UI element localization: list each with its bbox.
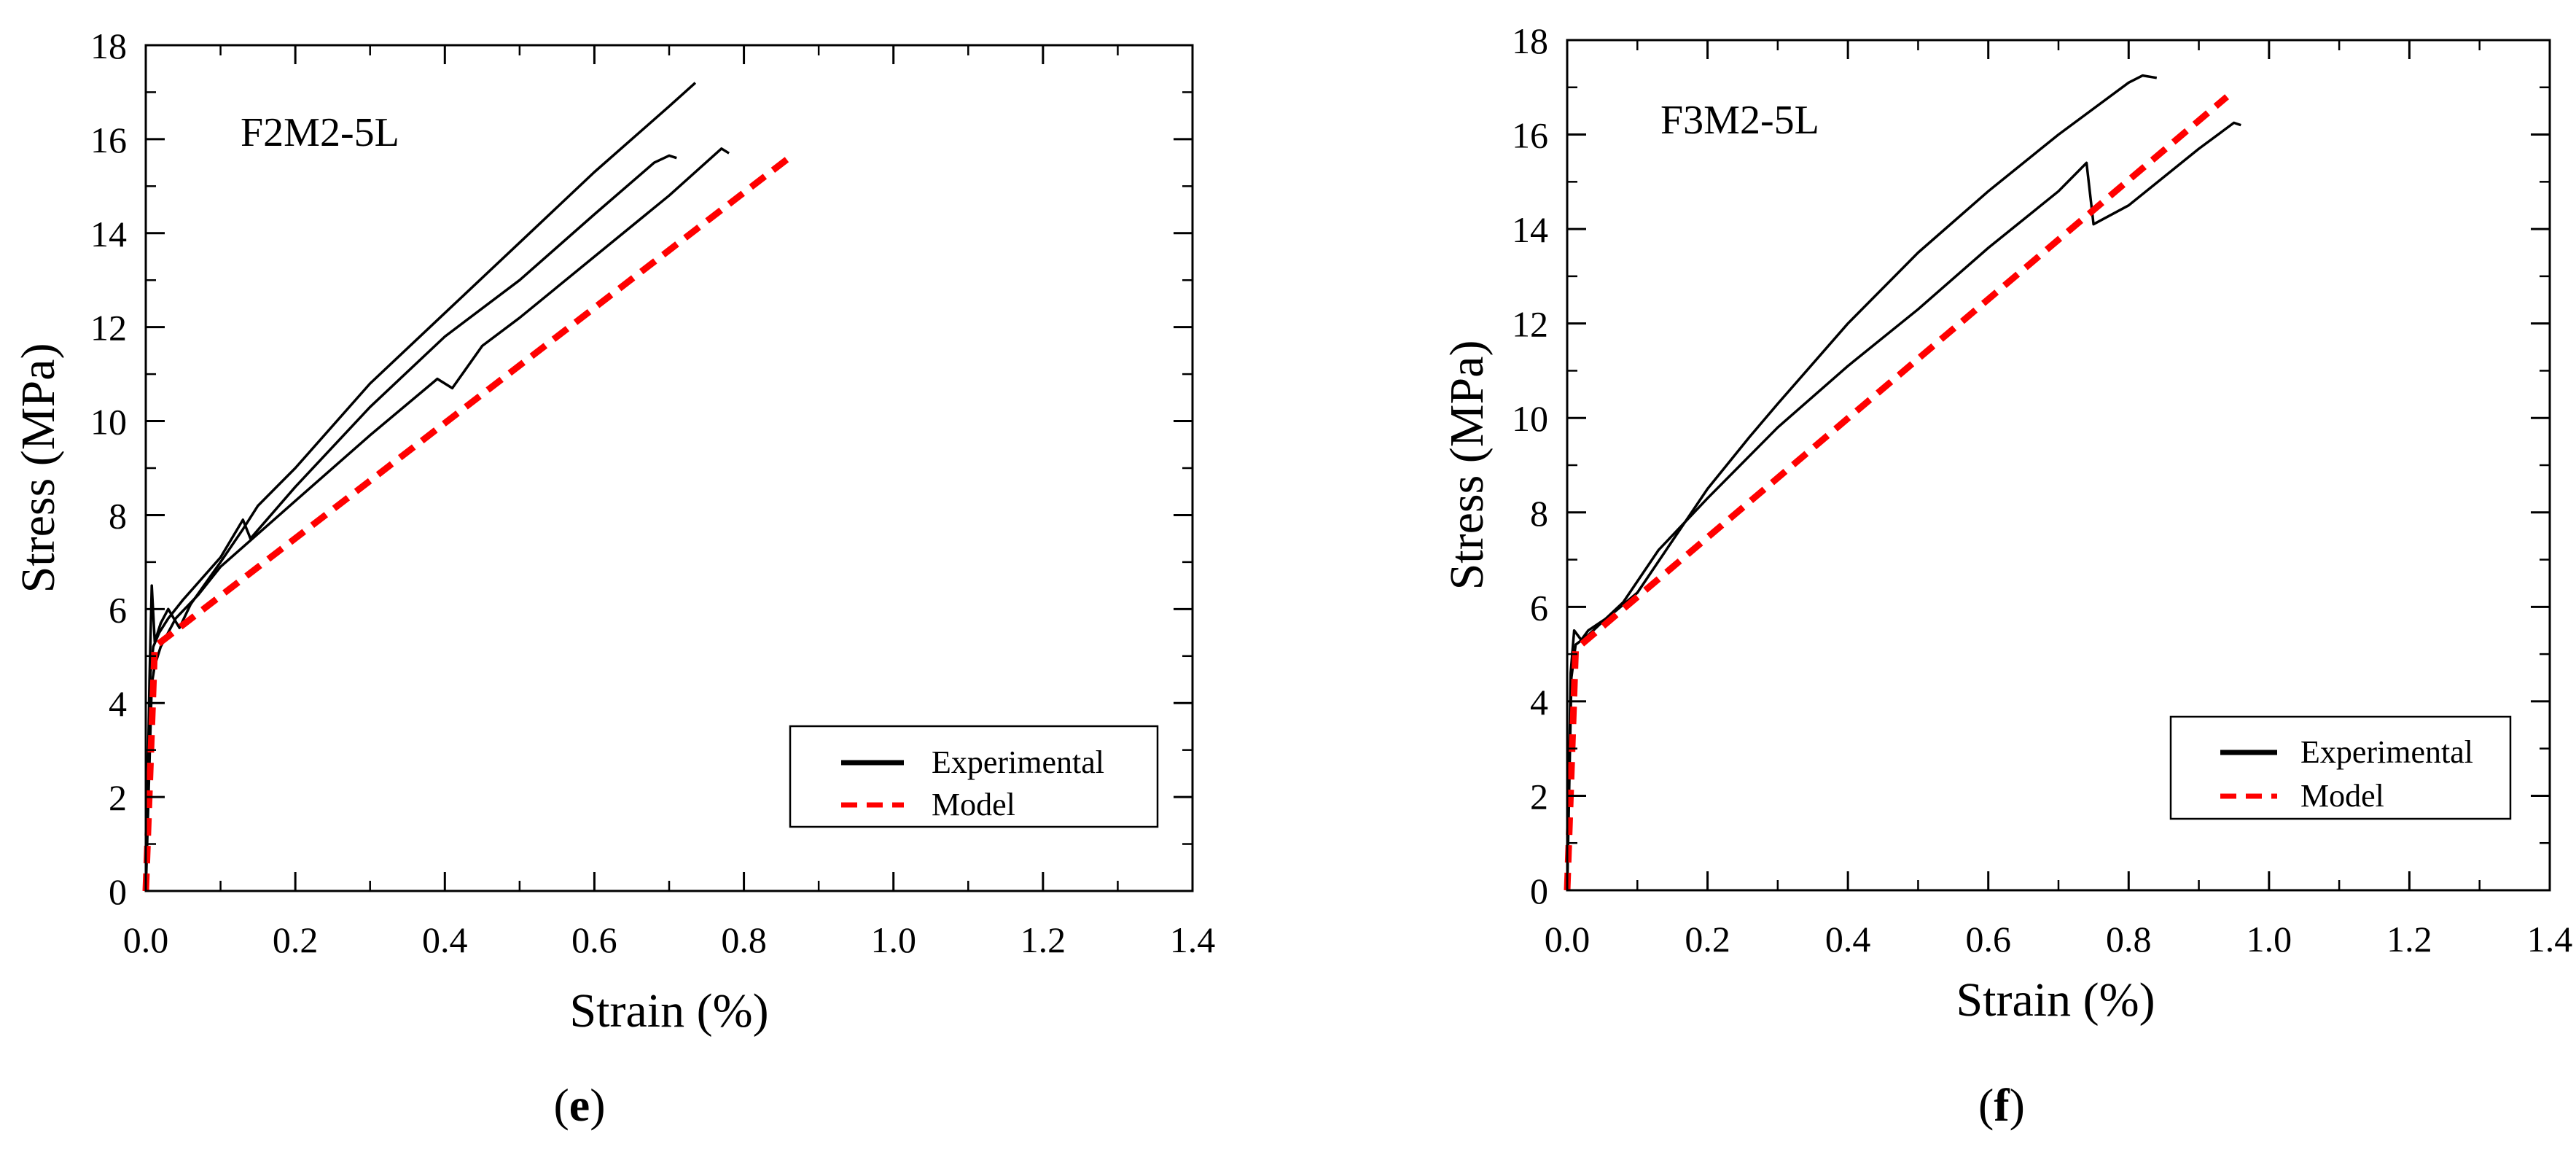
y-tick-label-f: 12 <box>1512 304 1548 345</box>
y-tick-label-f: 6 <box>1530 587 1548 628</box>
model-series-line-e-3 <box>142 155 791 892</box>
y-tick-label-e: 6 <box>109 589 127 630</box>
experimental-series-line-e-2 <box>144 147 730 892</box>
x-tick-label-e: 0.6 <box>571 919 617 960</box>
y-tick-label-f: 16 <box>1512 115 1548 156</box>
x-tick-label-f: 0.6 <box>1965 919 2011 960</box>
axes-e: 0.0 0.2 0.4 0.6 0.8 1.0 1.2 1.4 0 2 4 6 8 10 12 14 16 18 <box>90 26 1215 960</box>
chart-panel-f: 0.0 0.2 0.4 0.6 0.8 1.0 1.2 1.4024681012141618 … <box>1440 20 2572 1131</box>
x-tick-label-e: 1.0 <box>870 919 916 960</box>
x-tick-label-e: 1.4 <box>1170 919 1216 960</box>
y-tick-label-e: 14 <box>90 214 127 254</box>
y-tick-label-e: 18 <box>90 26 127 66</box>
legend-label-model-e: Model <box>932 787 1015 822</box>
y-tick-label-f: 18 <box>1512 20 1548 61</box>
plot-area-f <box>1564 74 2241 891</box>
y-tick-label-f: 2 <box>1530 776 1548 817</box>
panel-label-e: (e) <box>553 1079 605 1131</box>
x-tick-label-e: 1.2 <box>1020 919 1066 960</box>
chart-panel-e: 0.0 0.2 0.4 0.6 0.8 1.0 1.2 1.4024681012141618 … <box>12 26 1215 1131</box>
x-tick-label-e: 0.2 <box>273 919 319 960</box>
experimental-series-line-f-1 <box>1566 121 2241 891</box>
x-tick-label-f: 1.2 <box>2386 919 2432 960</box>
y-tick-label-e: 4 <box>109 683 127 724</box>
y-tick-label-f: 8 <box>1530 493 1548 534</box>
y-tick-label-f: 0 <box>1530 871 1548 911</box>
x-tick-label-f: 1.0 <box>2247 919 2292 960</box>
y-tick-label-e: 10 <box>90 402 127 443</box>
legend-label-experimental-f: Experimental <box>2300 734 2473 770</box>
x-tick-label-f: 1.4 <box>2527 919 2573 960</box>
legend-f: Experimental Model <box>2169 715 2512 820</box>
y-tick-label-f: 4 <box>1530 682 1548 723</box>
y-tick-label-e: 8 <box>109 495 127 536</box>
model-series-line-f-2 <box>1564 94 2230 891</box>
y-axis-title-f: Stress (MPa) <box>1440 340 1494 591</box>
legend-box-e <box>789 725 1159 828</box>
experimental-series-line-e-1 <box>144 154 677 892</box>
chart-title-f: F3M2-5L <box>1660 98 1819 143</box>
x-tick-label-f: 0.8 <box>2106 919 2152 960</box>
y-tick-label-e: 12 <box>90 308 127 349</box>
x-tick-label-e: 0.8 <box>721 919 767 960</box>
y-tick-label-e: 0 <box>109 871 127 912</box>
y-tick-label-e: 16 <box>90 120 127 160</box>
plot-area-e <box>142 82 791 892</box>
x-tick-label-f: 0.0 <box>1545 919 1591 960</box>
x-axis-title-f: Strain (%) <box>1956 973 2155 1027</box>
panel-label-f: (f) <box>1978 1079 2025 1131</box>
y-axis-title-e: Stress (MPa) <box>12 343 65 593</box>
chart-title-e: F2M2-5L <box>241 110 399 155</box>
legend-label-experimental-e: Experimental <box>932 744 1104 780</box>
legend-label-model-f: Model <box>2300 778 2384 814</box>
legend-box-f <box>2169 715 2512 820</box>
x-tick-label-f: 0.4 <box>1825 919 1871 960</box>
legend-e: Experimental Model <box>789 725 1159 828</box>
x-tick-label-e: 0.4 <box>422 919 468 960</box>
y-tick-label-f: 14 <box>1512 209 1548 250</box>
axes-f: 0.0 0.2 0.4 0.6 0.8 1.0 1.2 1.4 0 2 4 6 8 10 12 14 16 18 <box>1512 20 2572 960</box>
x-tick-label-e: 0.0 <box>123 919 169 960</box>
experimental-series-line-e-0 <box>144 82 697 892</box>
x-axis-title-e: Strain (%) <box>569 984 768 1038</box>
x-tick-label-f: 0.2 <box>1685 919 1730 960</box>
experimental-series-line-f-0 <box>1566 74 2158 891</box>
y-tick-label-f: 10 <box>1512 398 1548 439</box>
y-tick-label-e: 2 <box>109 777 127 818</box>
